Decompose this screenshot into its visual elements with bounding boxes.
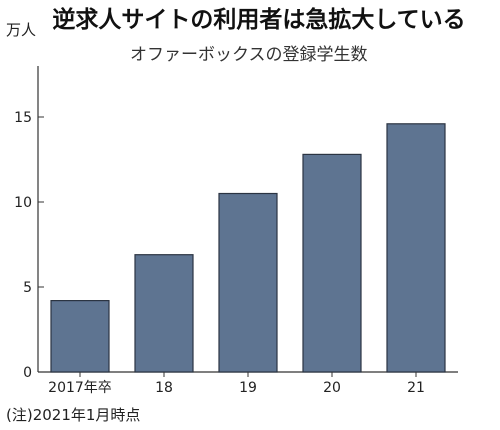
chart-subtitle: オファーボックスの登録学生数 — [130, 45, 368, 65]
footnote: (注)2021年1月時点 — [6, 406, 141, 424]
x-tick-label: 20 — [323, 380, 341, 396]
x-tick-label: 2017年卒 — [48, 380, 112, 396]
bar — [134, 254, 194, 373]
y-axis-unit-label: 万人 — [6, 21, 37, 39]
bar — [218, 192, 278, 373]
bar — [386, 123, 446, 373]
y-tick-label: 15 — [14, 110, 32, 126]
x-tick-label: 18 — [155, 380, 173, 396]
y-tick-label: 0 — [23, 365, 32, 381]
x-tick-labels: 2017年卒 18 19 20 21 — [48, 372, 425, 396]
bar-series — [50, 123, 446, 373]
x-tick-label: 19 — [239, 380, 257, 396]
y-tick-label: 10 — [14, 195, 32, 211]
chart-title: 逆求人サイトの利用者は急拡大している — [52, 7, 466, 33]
x-tick-label: 21 — [407, 380, 425, 396]
bar — [50, 300, 110, 373]
y-tick-labels: 0 5 10 15 — [14, 110, 44, 381]
bar — [302, 153, 362, 373]
y-tick-label: 5 — [23, 280, 32, 296]
